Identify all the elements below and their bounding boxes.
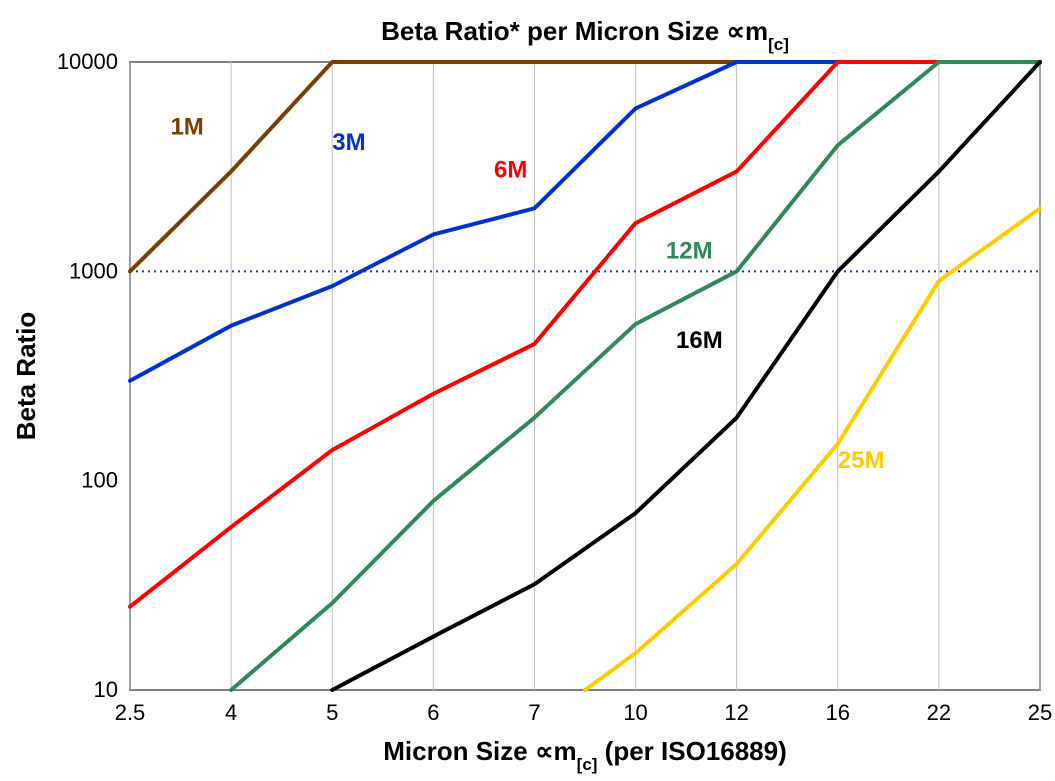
x-tick-label: 2.5: [115, 700, 146, 725]
series-label-25M: 25M: [838, 447, 885, 474]
y-tick-label: 100: [81, 468, 118, 493]
series-label-12M: 12M: [666, 238, 713, 265]
beta-ratio-chart: 10 100 1000 10000 2.5 4 5 6 7 10 12 16 22 25 1M 3M 6M 12M…: [0, 0, 1055, 781]
series-label-3M: 3M: [332, 129, 365, 156]
x-tick-label: 6: [427, 700, 439, 725]
x-tick-label: 12: [724, 700, 748, 725]
chart-svg: 10 100 1000 10000 2.5 4 5 6 7 10 12 16 22 25 1M 3M 6M 12M…: [0, 0, 1055, 781]
y-tick-label: 10000: [57, 49, 118, 74]
y-tick-label: 1000: [69, 258, 118, 283]
x-tick-label: 25: [1028, 700, 1052, 725]
x-tick-label: 16: [826, 700, 850, 725]
x-tick-label: 4: [225, 700, 237, 725]
series-label-1M: 1M: [170, 114, 203, 141]
y-axis-label: Beta Ratio: [11, 312, 41, 441]
x-tick-label: 22: [927, 700, 951, 725]
x-tick-label: 7: [528, 700, 540, 725]
series-label-16M: 16M: [676, 327, 723, 354]
x-tick-label: 10: [623, 700, 647, 725]
x-tick-label: 5: [326, 700, 338, 725]
y-tick-label: 10: [94, 677, 118, 702]
series-label-6M: 6M: [494, 157, 527, 184]
